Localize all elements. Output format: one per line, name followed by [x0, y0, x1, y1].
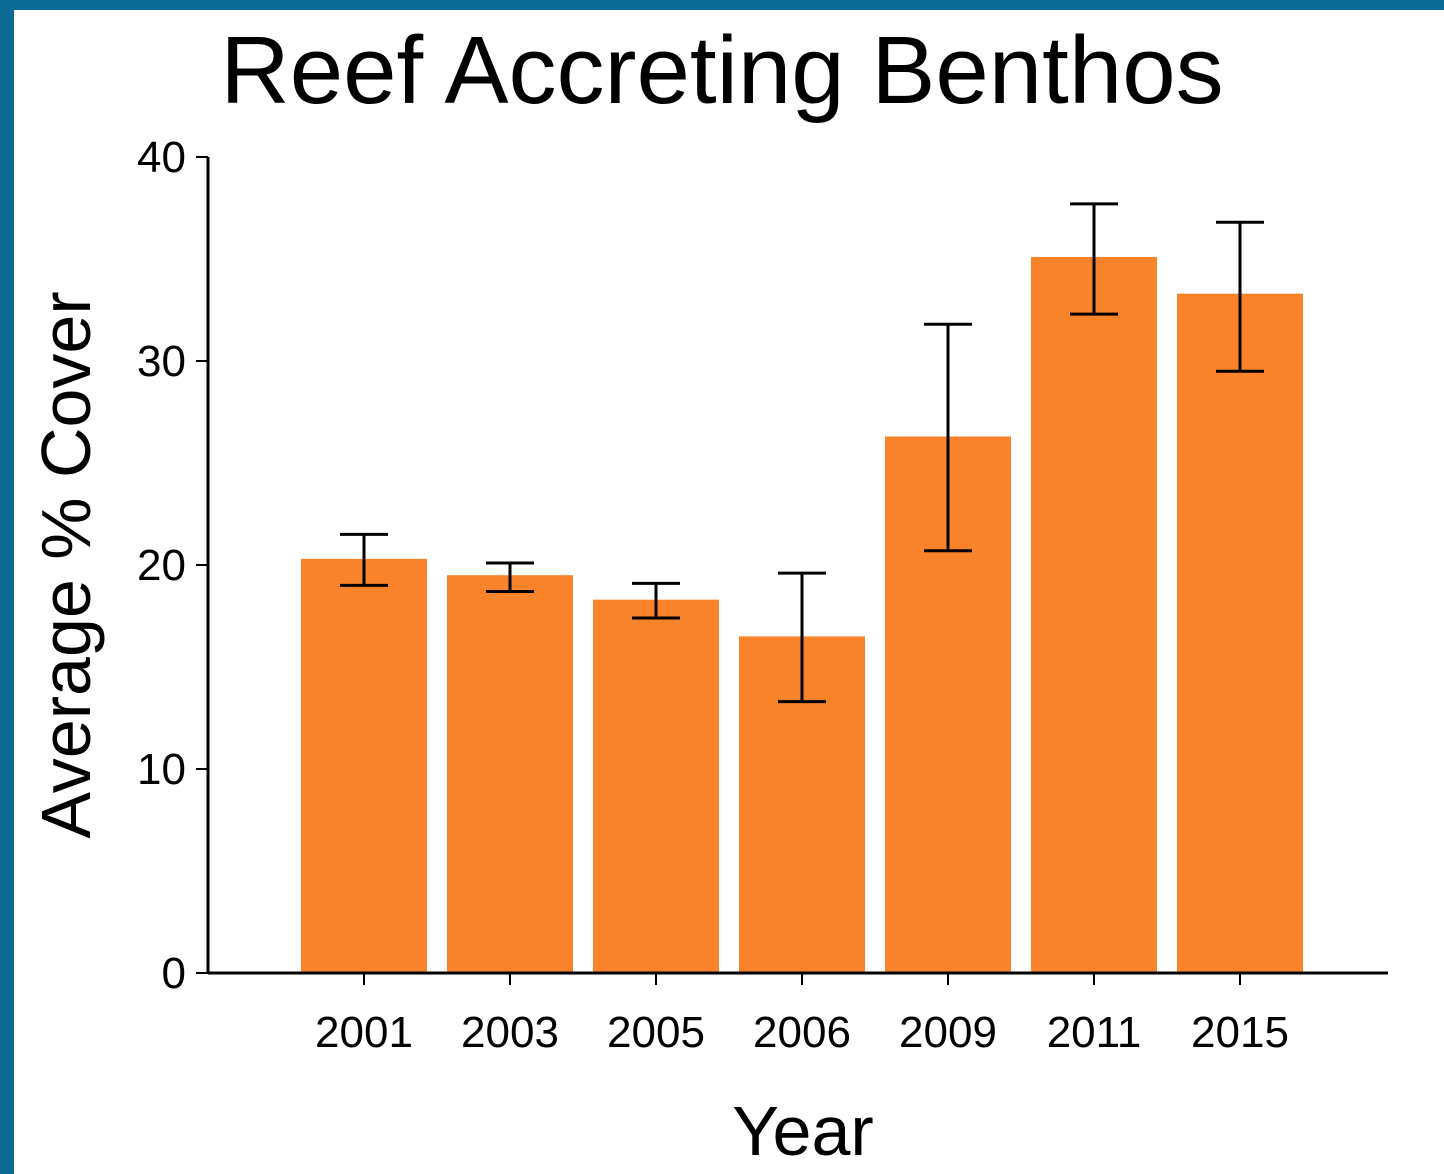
y-tick-label-40: 40 — [137, 133, 186, 182]
x-tick-label-2011: 2011 — [1047, 1008, 1142, 1057]
axes-group: 2001 2003 2005 2006 2009 2011 2015 0 10 20 30 40 — [137, 133, 1388, 1057]
bar-2011 — [1031, 256, 1157, 974]
bar-2003 — [447, 575, 573, 973]
x-tick-label-2003: 2003 — [461, 1008, 559, 1057]
y-tick-label-20: 20 — [137, 541, 186, 590]
x-tick-label-2006: 2006 — [753, 1008, 851, 1057]
bar-2005 — [593, 599, 719, 973]
error-bars-group — [340, 202, 1264, 704]
y-tick-label-30: 30 — [137, 337, 186, 386]
x-axis-label: Year — [732, 1092, 873, 1170]
chart-title: Reef Accreting Benthos — [220, 17, 1224, 124]
x-tick-label-2001: 2001 — [315, 1008, 413, 1057]
y-axis-label: Average % Cover — [27, 291, 105, 838]
bar-2001 — [301, 558, 427, 973]
bars-group — [301, 256, 1303, 974]
x-tick-label-2009: 2009 — [899, 1008, 997, 1057]
y-tick-label-10: 10 — [137, 745, 186, 794]
x-tick-label-2005: 2005 — [607, 1008, 705, 1057]
y-tick-label-0: 0 — [162, 949, 186, 998]
bar-2015 — [1177, 293, 1303, 973]
x-tick-label-2015: 2015 — [1191, 1008, 1289, 1057]
